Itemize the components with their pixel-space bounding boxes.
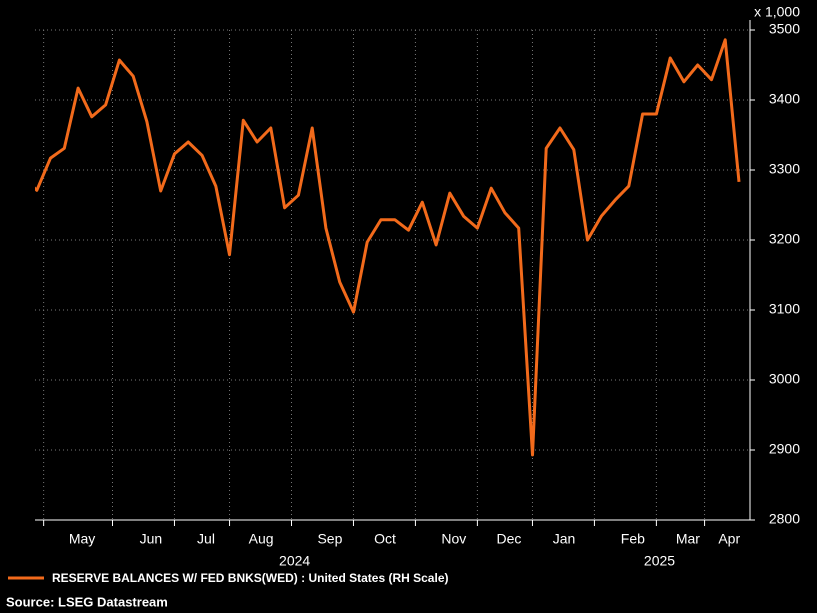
- x-tick-label: Nov: [441, 531, 466, 547]
- year-label: 2025: [644, 553, 675, 569]
- x-tick-label: Oct: [374, 531, 396, 547]
- year-label: 2024: [279, 553, 310, 569]
- y-tick-label: 3500: [769, 21, 800, 37]
- y-tick-label: 2900: [769, 441, 800, 457]
- x-tick-label: Jul: [197, 531, 215, 547]
- source: Source: LSEG Datastream: [6, 594, 168, 609]
- y-tick-label: 2800: [769, 511, 800, 527]
- x-tick-label: Sep: [317, 531, 342, 547]
- x-tick-label: Feb: [621, 531, 645, 547]
- x-tick-label: Jun: [140, 531, 163, 547]
- data-line: [35, 38, 741, 457]
- legend-label: RESERVE BALANCES W/ FED BNKS(WED) : Unit…: [52, 571, 449, 585]
- y-tick-label: 3100: [769, 301, 800, 317]
- y-tick-label: 3000: [769, 371, 800, 387]
- x-tick-label: Aug: [249, 531, 274, 547]
- y-tick-label: 3400: [769, 91, 800, 107]
- x-tick-label: Jan: [553, 531, 576, 547]
- y-tick-label: 3300: [769, 161, 800, 177]
- plot: [35, 38, 741, 457]
- axis-unit: x 1,000: [754, 4, 800, 20]
- y-tick-label: 3200: [769, 231, 800, 247]
- x-tick-label: May: [69, 531, 95, 547]
- x-tick-label: Apr: [718, 531, 740, 547]
- x-tick-label: Mar: [676, 531, 700, 547]
- x-tick-label: Dec: [496, 531, 521, 547]
